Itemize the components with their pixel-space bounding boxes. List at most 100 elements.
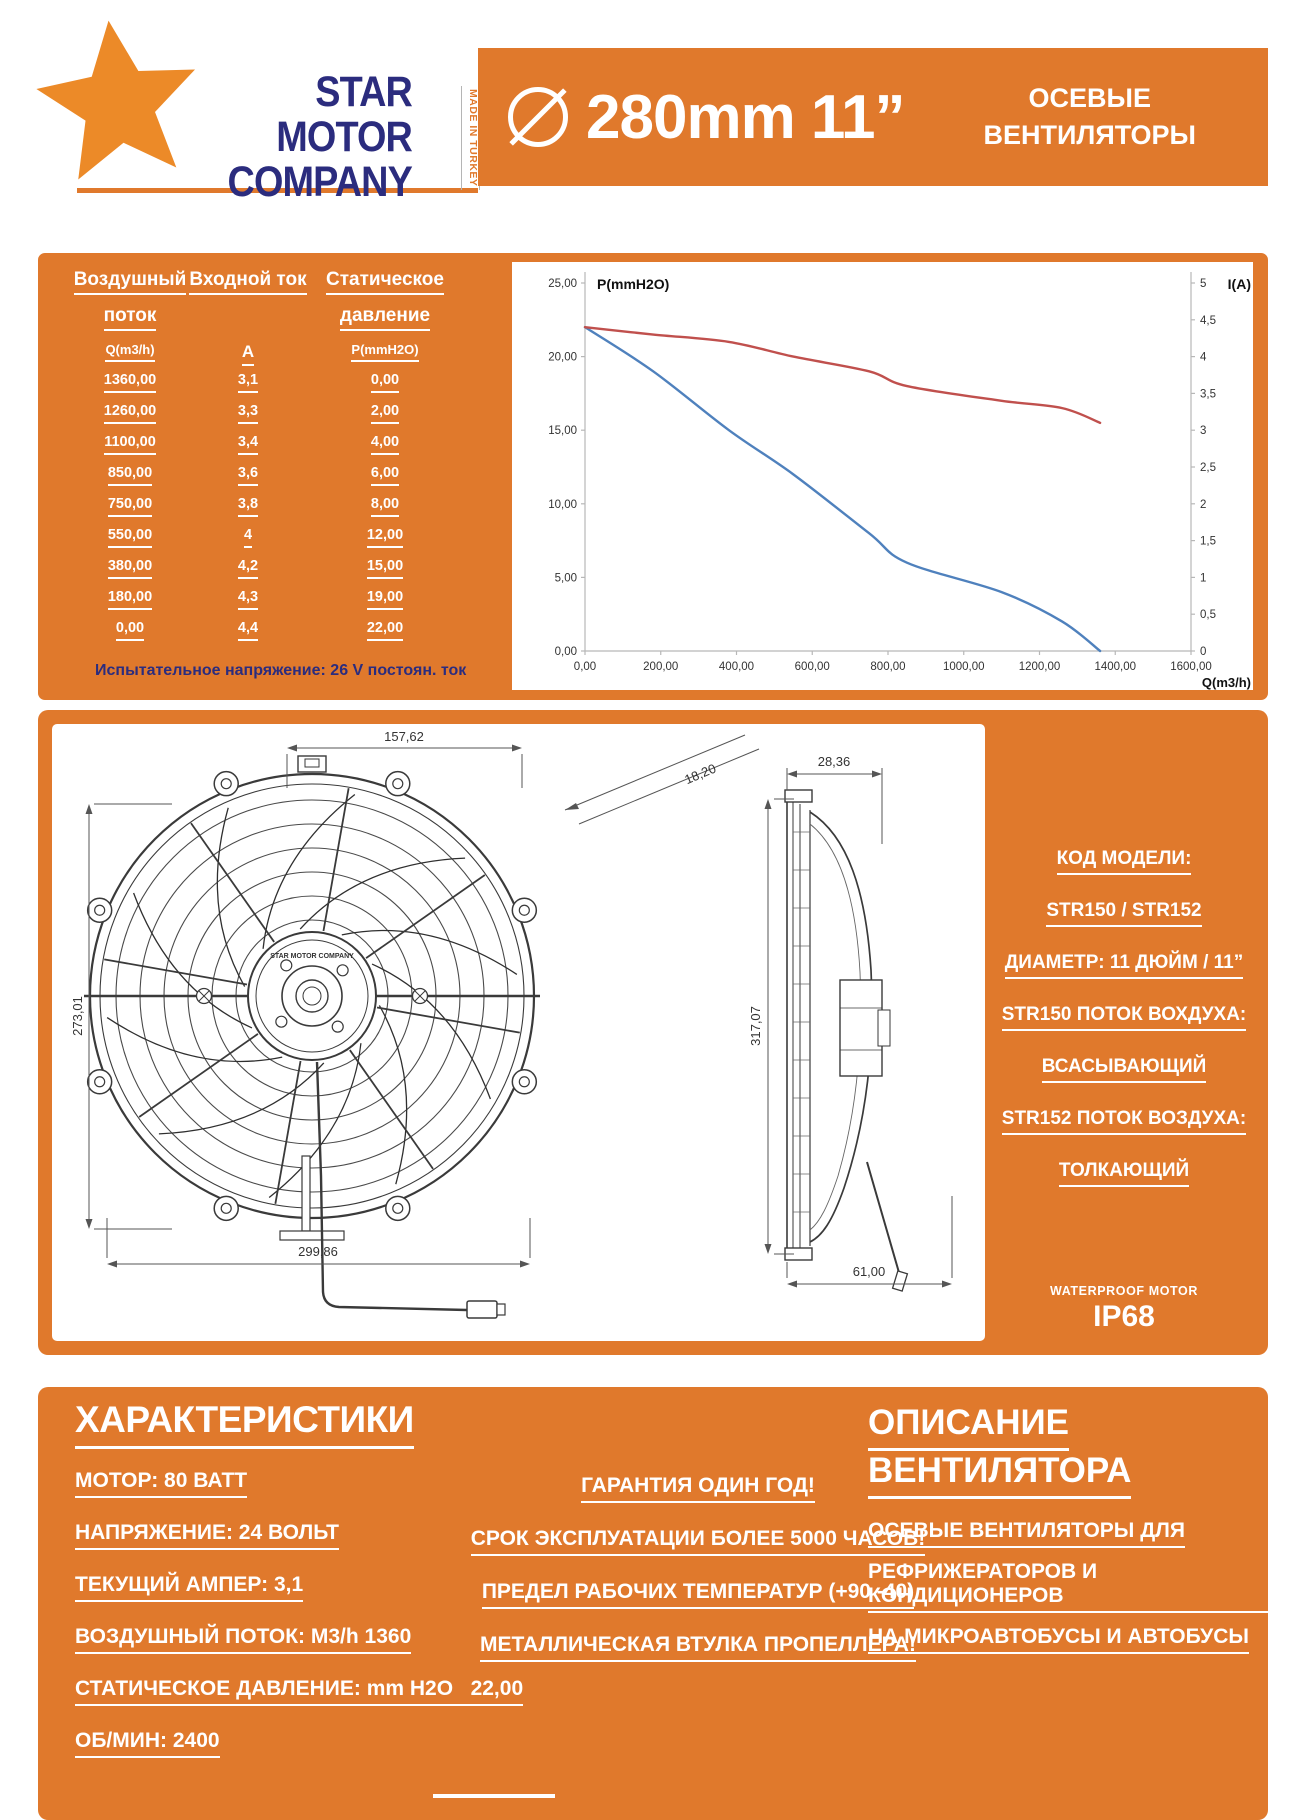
table-cell: 1360,00 — [103, 372, 157, 393]
airflow-header-line2: поток — [103, 305, 157, 331]
technical-drawing-panel: STAR MOTOR COMPANY — [52, 724, 985, 1341]
table-cell: 3,8 — [237, 496, 259, 517]
diameter-text: 280mm 11” — [586, 82, 905, 152]
characteristic-item: НАПРЯЖЕНИЕ: 24 ВОЛЬТ — [75, 1521, 339, 1550]
svg-text:5: 5 — [1200, 278, 1206, 290]
product-type: ОСЕВЫЕ ВЕНТИЛЯТОРЫ — [983, 80, 1196, 154]
performance-section: Воздушный поток Q(m3/h) 1360,00 1260,00 … — [38, 253, 1268, 700]
dim-side-top: 28,36 — [818, 754, 851, 769]
table-cell: 8,00 — [370, 496, 400, 517]
current-values: 3,1 3,3 3,4 3,6 3,8 4 4,2 4,3 4,4 — [158, 372, 338, 651]
product-type-line2: ВЕНТИЛЯТОРЫ — [983, 120, 1196, 150]
table-cell: 550,00 — [107, 527, 153, 548]
table-cell: 850,00 — [107, 465, 153, 486]
svg-text:0: 0 — [1200, 646, 1206, 658]
dim-front-bottom: 299,86 — [298, 1244, 338, 1259]
model-line: ДИАМЕТР: 11 ДЮЙМ / 11” — [1004, 952, 1244, 979]
svg-text:1200,00: 1200,00 — [1019, 661, 1061, 673]
svg-text:1000,00: 1000,00 — [943, 661, 985, 673]
table-cell: 180,00 — [107, 589, 153, 610]
highlights-list: ГАРАНТИЯ ОДИН ГОД! СРОК ЭКСПЛУАТАЦИИ БОЛ… — [418, 1462, 978, 1674]
table-cell: 0,00 — [115, 620, 145, 641]
table-cell: 6,00 — [370, 465, 400, 486]
dim-side-left: 317,07 — [748, 1006, 763, 1046]
description-line: ОСЕВЫЕ ВЕНТИЛЯТОРЫ ДЛЯ — [868, 1519, 1185, 1548]
brand-line2: COMPANY — [227, 158, 413, 206]
pressure-values: 0,00 2,00 4,00 6,00 8,00 12,00 15,00 19,… — [295, 372, 475, 651]
fan-side-view — [784, 789, 909, 1292]
table-cell: 380,00 — [107, 558, 153, 579]
svg-text:3,5: 3,5 — [1200, 388, 1216, 400]
table-cell: 4,4 — [237, 620, 259, 641]
brand-line1: STAR MOTOR — [276, 68, 413, 161]
dim-front-diagonal: 18,20 — [682, 761, 718, 788]
drawing-section: STAR MOTOR COMPANY — [38, 710, 1268, 1355]
svg-text:4: 4 — [1200, 352, 1207, 364]
svg-text:15,00: 15,00 — [548, 425, 577, 437]
table-cell: 4,2 — [237, 558, 259, 579]
highlight-item: ПРЕДЕЛ РАБОЧИХ ТЕМПЕРАТУР (+90 -40) — [481, 1580, 915, 1609]
product-type-line1: ОСЕВЫЕ — [1028, 83, 1151, 113]
dimension-arrows — [85, 744, 952, 1288]
airflow-unit: Q(m3/h) — [105, 342, 155, 362]
characteristics-list: МОТОР: 80 ВАТТ НАПРЯЖЕНИЕ: 24 ВОЛЬТ ТЕКУ… — [75, 1457, 524, 1769]
description-title-line2: ВЕНТИЛЯТОРА — [868, 1451, 1132, 1499]
star-shape — [36, 20, 196, 180]
highlight-item: СРОК ЭКСПЛУАТАЦИИ БОЛЕЕ 5000 ЧАСОВ! — [470, 1527, 926, 1556]
table-cell: 1260,00 — [103, 403, 157, 424]
svg-text:5,00: 5,00 — [555, 572, 577, 584]
hub-brand-text: STAR MOTOR COMPANY — [270, 953, 354, 960]
diameter-group: 280mm 11” — [508, 82, 905, 153]
characteristic-item: ТЕКУЩИЙ АМПЕР: 3,1 — [75, 1573, 304, 1602]
svg-text:25,00: 25,00 — [548, 278, 577, 290]
dim-front-top: 157,62 — [384, 729, 424, 744]
svg-text:600,00: 600,00 — [795, 661, 830, 673]
brand-name: STAR MOTOR COMPANY — [181, 68, 413, 206]
highlight-item: МЕТАЛЛИЧЕСКАЯ ВТУЛКА ПРОПЕЛЛЕРА! — [480, 1633, 916, 1662]
svg-text:2,5: 2,5 — [1200, 462, 1216, 474]
table-cell: 1100,00 — [104, 434, 156, 455]
table-cell: 3,6 — [237, 465, 259, 486]
pressure-header-line1: Статическое — [326, 269, 444, 295]
cutoff-text-underline — [433, 1794, 555, 1798]
svg-text:Q(m3/h): Q(m3/h) — [1202, 675, 1251, 690]
dimension-lines — [88, 734, 953, 1285]
fan-front-view: STAR MOTOR COMPANY — [84, 755, 540, 1319]
table-cell: 3,3 — [237, 403, 259, 424]
table-cell: 4,3 — [237, 589, 259, 610]
table-cell: 19,00 — [366, 589, 404, 610]
chart-axis-titles: P(mmH2O) I(A) Q(m3/h) — [597, 276, 1251, 690]
svg-text:10,00: 10,00 — [548, 499, 577, 511]
table-cell: 3,4 — [237, 434, 259, 455]
description-list: ОСЕВЫЕ ВЕНТИЛЯТОРЫ ДЛЯ РЕФРИЖЕРАТОРОВ И … — [868, 1507, 1268, 1666]
dim-side-bottom: 61,00 — [853, 1264, 886, 1279]
svg-text:1: 1 — [1200, 572, 1206, 584]
characteristic-item: ВОЗДУШНЫЙ ПОТОК: M3/h 1360 — [75, 1625, 412, 1654]
svg-text:1400,00: 1400,00 — [1094, 661, 1136, 673]
dimension-labels: 157,62 18,20 273,01 299,86 28,36 317,07 … — [70, 729, 885, 1279]
product-title-box: 280mm 11” ОСЕВЫЕ ВЕНТИЛЯТОРЫ — [478, 48, 1268, 186]
svg-text:P(mmH2O): P(mmH2O) — [597, 276, 669, 292]
performance-chart: 0,00 5,00 10,00 15,00 20,00 25,00 0,00 200,00 40… — [512, 262, 1253, 690]
svg-text:0,00: 0,00 — [574, 661, 596, 673]
table-cell: 15,00 — [366, 558, 404, 579]
star-logo-icon — [36, 20, 196, 180]
description-line: НА МИКРОАВТОБУСЫ И АВТОБУСЫ — [868, 1625, 1249, 1654]
svg-text:800,00: 800,00 — [870, 661, 905, 673]
details-section: ХАРАКТЕРИСТИКИ МОТОР: 80 ВАТТ НАПРЯЖЕНИЕ… — [38, 1387, 1268, 1820]
test-voltage-note: Испытательное напряжение: 26 V постоян. … — [95, 662, 467, 679]
description-title-line1: ОПИСАНИЕ — [868, 1403, 1069, 1451]
description-line: РЕФРИЖЕРАТОРОВ И КОНДИЦИОНЕРОВ — [868, 1560, 1268, 1613]
current-unit: A — [241, 342, 255, 366]
svg-text:400,00: 400,00 — [719, 661, 754, 673]
svg-text:0,00: 0,00 — [555, 646, 577, 658]
characteristic-item: СТАТИЧЕСКОЕ ДАВЛЕНИЕ: mm H2O 22,00 — [75, 1677, 524, 1706]
svg-text:200,00: 200,00 — [643, 661, 678, 673]
current-header-line1: Входной ток — [189, 269, 307, 295]
model-line: STR150 ПОТОК ВОХДУХА: — [1001, 1004, 1247, 1031]
model-line: ТОЛКАЮЩИЙ — [1058, 1160, 1190, 1187]
model-line: ВСАСЫВАЮЩИЙ — [1041, 1056, 1207, 1083]
airflow-column: Воздушный поток Q(m3/h) 1360,00 1260,00 … — [40, 269, 220, 651]
